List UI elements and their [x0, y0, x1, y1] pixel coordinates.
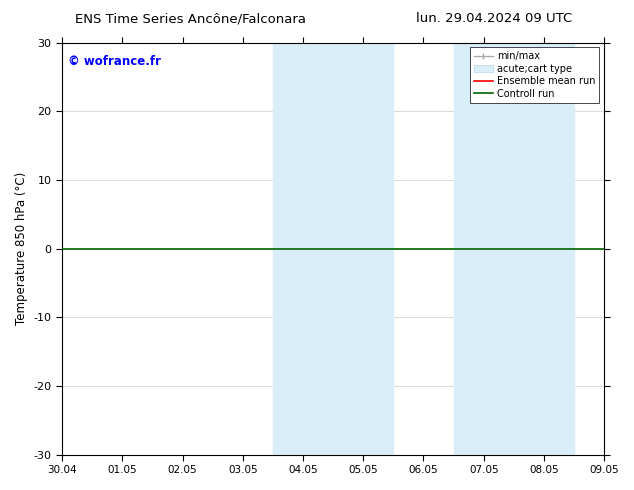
Text: © wofrance.fr: © wofrance.fr [67, 55, 160, 68]
Bar [514, 43, 574, 455]
Bar [453, 43, 514, 455]
Legend: min/max, acute;cart type, Ensemble mean run, Controll run: min/max, acute;cart type, Ensemble mean … [470, 48, 599, 102]
Text: lun. 29.04.2024 09 UTC: lun. 29.04.2024 09 UTC [417, 12, 573, 25]
Bar [273, 43, 333, 455]
Bar [333, 43, 393, 455]
Text: ENS Time Series Ancône/Falconara: ENS Time Series Ancône/Falconara [75, 12, 306, 25]
Y-axis label: Temperature 850 hPa (°C): Temperature 850 hPa (°C) [15, 172, 28, 325]
